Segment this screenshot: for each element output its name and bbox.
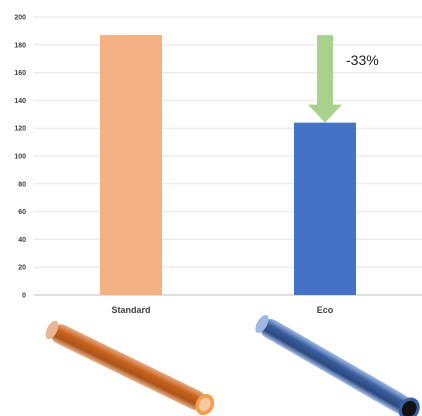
y-axis-ticks: 0 20 40 60 80 100 120 140 160 180 200 xyxy=(14,15,26,300)
y-tick-label: 120 xyxy=(14,126,26,133)
y-tick-label: 140 xyxy=(14,98,26,105)
y-tick-label: 80 xyxy=(18,181,26,188)
y-tick-label: 160 xyxy=(14,70,26,77)
bars xyxy=(100,35,356,295)
orange-pipe-icon xyxy=(45,320,215,416)
y-tick-label: 100 xyxy=(14,154,26,161)
y-tick-label: 40 xyxy=(18,237,26,244)
y-tick-label: 20 xyxy=(18,265,26,272)
bar-eco xyxy=(294,122,356,295)
y-tick-label: 0 xyxy=(22,293,26,300)
category-label: Standard xyxy=(111,305,150,315)
gridlines xyxy=(34,16,422,296)
category-label: Eco xyxy=(317,305,334,315)
y-tick-label: 180 xyxy=(14,42,26,49)
x-axis-categories: Standard Eco xyxy=(111,305,333,315)
y-tick-label: 60 xyxy=(18,209,26,216)
reduction-annotation: -33% xyxy=(308,35,379,123)
down-arrow-icon xyxy=(308,35,342,123)
bar-standard xyxy=(100,35,162,295)
blue-pipe-icon xyxy=(255,314,420,416)
reduction-label: -33% xyxy=(346,52,379,68)
y-tick-label: 200 xyxy=(14,15,26,22)
